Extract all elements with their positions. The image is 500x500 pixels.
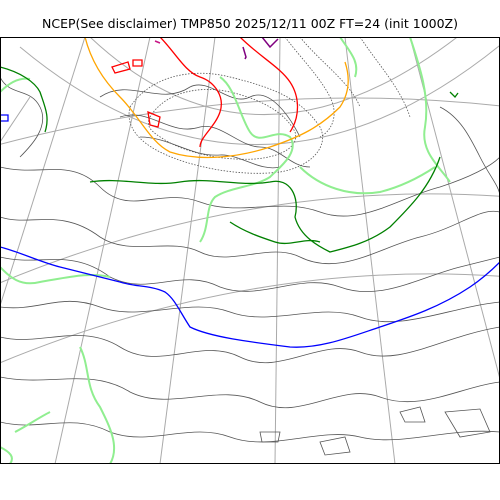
- isotherm: [0, 326, 500, 364]
- orange-contours: [84, 37, 349, 159]
- coastline: [439, 106, 500, 198]
- latitude-line: [0, 193, 500, 284]
- coastline: [259, 431, 281, 443]
- isotherm: [0, 421, 500, 443]
- red-contour: [132, 59, 143, 67]
- isotherm: [0, 210, 500, 265]
- dotted-isotherms: [128, 37, 411, 174]
- map-title: NCEP(See disclaimer) TMP850 2025/12/11 0…: [41, 16, 458, 31]
- blue-contour: [0, 246, 500, 348]
- purple-contour: [261, 37, 279, 49]
- isotherm: [0, 376, 500, 409]
- longitude-line: [159, 37, 216, 464]
- magenta-contour: [154, 40, 161, 44]
- green-contour: [89, 156, 441, 253]
- lightgreen-contour: [0, 446, 13, 464]
- latitude-line: [19, 44, 500, 146]
- latitude-line: [89, 37, 458, 115]
- orange-contour: [84, 37, 349, 159]
- longitude-line: [0, 96, 31, 143]
- isotherm: [139, 136, 281, 169]
- red-contour: [147, 110, 161, 128]
- dotted-isotherm: [284, 37, 335, 138]
- lightgreen-contour: [409, 37, 451, 183]
- temperature-map: [0, 37, 500, 464]
- isotherm: [119, 114, 311, 168]
- red-contour: [159, 37, 222, 148]
- green-contour: [229, 221, 321, 245]
- magenta-contours: [154, 40, 161, 44]
- isotherm: [99, 84, 301, 138]
- longitude-line: [54, 37, 151, 464]
- lightgreen-contours: [0, 37, 451, 464]
- red-contour: [239, 37, 299, 133]
- green-contours: [0, 66, 459, 253]
- blue-contours: [0, 114, 500, 348]
- longitude-line: [0, 37, 86, 308]
- lightgreen-contour: [199, 76, 294, 243]
- isotherm: [0, 300, 500, 323]
- longitude-line: [274, 37, 281, 464]
- lightgreen-contour: [299, 166, 436, 195]
- red-contour: [111, 61, 131, 74]
- coastline: [399, 406, 426, 423]
- coastline: [0, 76, 44, 158]
- red-contours: [111, 37, 299, 148]
- longitude-line: [344, 37, 396, 464]
- coastline: [444, 408, 491, 438]
- isotherm: [0, 256, 500, 293]
- purple-contours: [242, 37, 279, 60]
- lightgreen-contour: [339, 37, 358, 78]
- latitude-line: [0, 97, 500, 145]
- map-background: [0, 37, 500, 464]
- dotted-isotherm: [128, 72, 323, 174]
- thin-isotherms: [0, 76, 500, 456]
- dotted-isotherm: [359, 37, 411, 118]
- green-contour: [449, 91, 459, 98]
- dotted-isotherm: [148, 89, 297, 160]
- lightgreen-contour: [14, 411, 51, 433]
- blue-contour: [0, 114, 9, 122]
- dotted-isotherm: [299, 37, 361, 108]
- purple-contour: [242, 46, 247, 60]
- green-contour: [0, 66, 48, 133]
- coastline: [319, 436, 351, 456]
- lightgreen-contour: [79, 346, 116, 464]
- isotherm: [0, 156, 500, 217]
